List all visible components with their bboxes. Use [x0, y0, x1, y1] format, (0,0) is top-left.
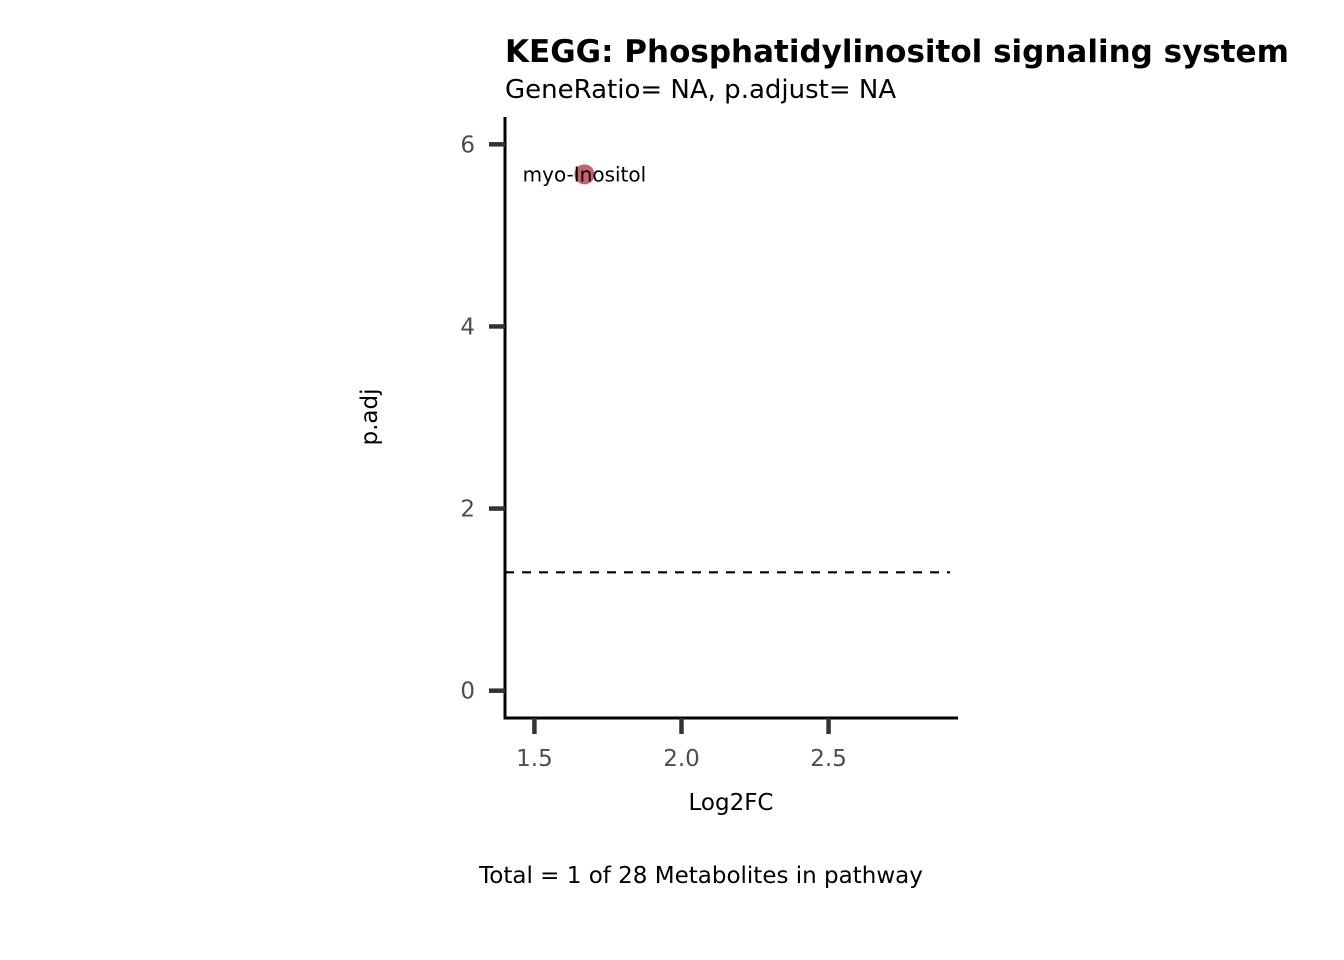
x-tick-label: 2.0 — [663, 746, 700, 772]
y-axis-title: p.adj — [357, 389, 383, 446]
y-tick-label: 6 — [460, 132, 475, 158]
chart-subtitle: GeneRatio= NA, p.adjust= NA — [505, 75, 896, 105]
x-tick-label: 1.5 — [516, 746, 553, 772]
y-tick-label: 4 — [460, 314, 475, 340]
data-point — [574, 164, 595, 185]
y-tick-label: 2 — [460, 497, 475, 523]
data-point-label: myo-Inositol — [523, 162, 647, 186]
x-axis-title: Log2FC — [688, 790, 773, 816]
plot-panel: myo-Inositol 0 2 4 6 1.5 2.0 2.5 — [460, 117, 958, 772]
chart-title: KEGG: Phosphatidylinositol signaling sys… — [505, 34, 1289, 70]
x-axis-ticks: 1.5 2.0 2.5 — [516, 718, 847, 772]
chart-caption: Total = 1 of 28 Metabolites in pathway — [478, 863, 923, 889]
y-axis-ticks: 0 2 4 6 — [460, 132, 505, 705]
points-layer: myo-Inositol — [523, 162, 647, 186]
x-tick-label: 2.5 — [810, 746, 847, 772]
y-tick-label: 0 — [460, 679, 475, 705]
